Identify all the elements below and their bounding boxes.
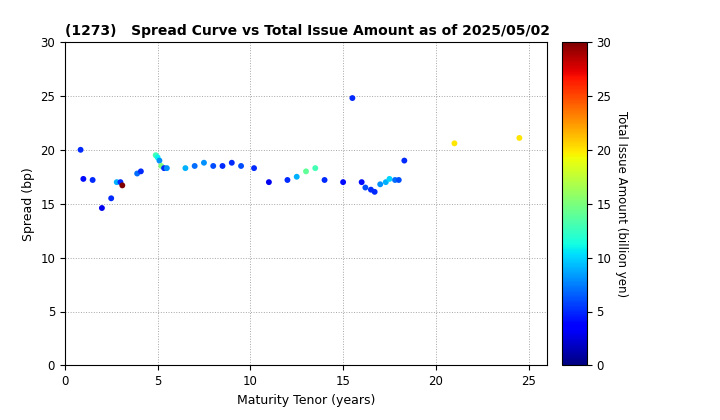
- Point: [282, 177, 293, 184]
- Point: [117, 182, 128, 189]
- Point: [449, 140, 460, 147]
- Point: [369, 189, 380, 195]
- Point: [291, 173, 302, 180]
- Point: [78, 176, 89, 182]
- Point: [390, 177, 401, 184]
- Point: [393, 177, 405, 184]
- Point: [226, 159, 238, 166]
- Y-axis label: Spread (bp): Spread (bp): [22, 167, 35, 241]
- Point: [150, 152, 161, 158]
- Point: [135, 168, 147, 175]
- Point: [374, 181, 386, 188]
- Point: [153, 157, 165, 164]
- Point: [380, 179, 392, 186]
- Point: [131, 170, 143, 177]
- Point: [399, 157, 410, 164]
- Point: [356, 179, 367, 186]
- Point: [384, 176, 395, 182]
- Point: [207, 163, 219, 169]
- Point: [114, 179, 126, 186]
- Point: [158, 165, 170, 171]
- Text: (1273)   Spread Curve vs Total Issue Amount as of 2025/05/02: (1273) Spread Curve vs Total Issue Amoun…: [65, 24, 550, 38]
- Point: [513, 134, 525, 141]
- Point: [319, 177, 330, 184]
- Point: [235, 163, 247, 169]
- Point: [180, 165, 192, 171]
- Point: [300, 168, 312, 175]
- Point: [365, 186, 377, 193]
- Point: [156, 163, 167, 169]
- Point: [111, 179, 122, 186]
- Point: [359, 184, 371, 191]
- Point: [346, 94, 358, 101]
- Point: [338, 179, 349, 186]
- Y-axis label: Total Issue Amount (billion yen): Total Issue Amount (billion yen): [615, 110, 628, 297]
- Point: [248, 165, 260, 171]
- Point: [217, 163, 228, 169]
- Point: [87, 177, 99, 184]
- Point: [189, 163, 200, 169]
- Point: [161, 165, 173, 171]
- X-axis label: Maturity Tenor (years): Maturity Tenor (years): [237, 394, 375, 407]
- Point: [152, 154, 163, 161]
- Point: [75, 147, 86, 153]
- Point: [263, 179, 274, 186]
- Point: [310, 165, 321, 171]
- Point: [96, 205, 108, 211]
- Point: [198, 159, 210, 166]
- Point: [105, 195, 117, 202]
